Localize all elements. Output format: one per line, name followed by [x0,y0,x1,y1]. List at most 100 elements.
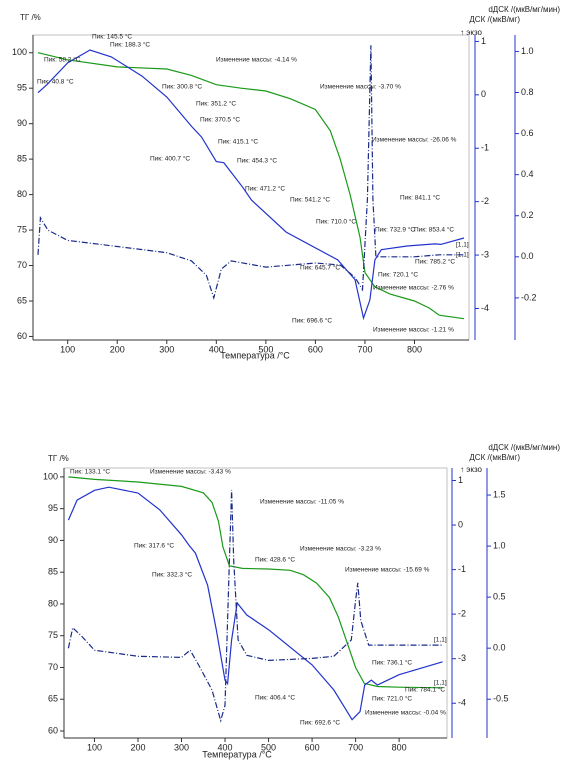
y3-tick-label: 0.4 [521,169,534,179]
y3-tick-label: 0.6 [521,128,534,138]
y-tick-label: 90 [48,535,58,545]
y2-axis-title: ДСК /(мкВ/мг) [469,15,520,24]
annotation: Пик: 428.6 °C [255,556,295,564]
series-line [67,489,443,723]
y-tick-label: 75 [17,224,27,234]
annotation: Пик: 732.9 °C [375,226,415,234]
annotation: [1,1] [434,680,447,687]
y3-tick-label: 0.5 [493,592,506,602]
y2-tick-label: -4 [458,698,466,708]
y2-tick-label: -1 [458,564,466,574]
y2-tick-label: -3 [458,653,466,663]
y3-tick-label: 1.0 [493,540,506,550]
y3-tick-label: 1.5 [493,489,506,499]
annotation: Изменение массы: -1.21 % [373,327,454,334]
annotation: Пик: 696.6 °C [292,317,332,325]
y-tick-label: 70 [48,662,58,672]
annotation: Пик: 541.2 °C [290,196,330,204]
exo-label: ↑ экзо [460,28,482,37]
annotation: Пик: 853.4 °C [414,226,454,234]
annotation: Изменение массы: -15.69 % [345,567,430,574]
annotation: Пик: 317.6 °C [134,542,174,550]
x-tick-label: 200 [130,742,145,752]
annotation: Пик: 645.7 °C [300,264,340,272]
annotation: Пик: 415.1 °C [218,138,258,146]
annotation: Пик: 784.1 °C [405,686,445,694]
y3-tick-label: 1.0 [521,46,534,56]
x-tick-label: 600 [308,344,323,354]
annotation: Пик: 710.0 °C [316,218,356,226]
annotation: Пик: 720.1 °C [378,271,418,279]
y-tick-label: 60 [17,331,27,341]
y3-axis-title: dДСК /(мкВ/мг/мин) [488,443,560,452]
annotation: Пик: 145.5 °C [92,33,132,41]
annotation: Изменение массы: -4.14 % [216,57,297,64]
annotation: Изменение массы: -2.76 % [373,285,454,292]
annotation: Изменение массы: -3.43 % [150,469,231,476]
x-tick-label: 300 [159,344,174,354]
y2-tick-label: 0 [458,519,463,529]
x-tick-label: 800 [392,742,407,752]
x-tick-label: 700 [357,344,372,354]
y2-tick-label: -2 [458,609,466,619]
y2-tick-label: -1 [481,143,489,153]
y-tick-label: 80 [48,598,58,608]
annotation: [1,1] [434,637,447,644]
y3-tick-label: 0.2 [521,210,534,220]
y-tick-label: 75 [48,630,58,640]
annotation: Пик: 370.5 °C [200,116,240,124]
y-axis-title: ТГ /% [20,13,41,22]
annotation: Пик: 351.2 °C [196,100,236,108]
annotation: Пик: 721.0 °C [372,695,412,703]
annotation: Пик: 841.1 °C [400,194,440,202]
y2-tick-label: 1 [458,475,463,485]
annotation: Изменение массы: -3.70 % [320,84,401,91]
annotation: Изменение массы: -11.05 % [260,499,344,506]
series-line [37,52,465,320]
annotation: Пик: 188.3 °C [110,41,150,49]
exo-label: ↑ экзо [460,465,482,474]
annotation: Изменение массы: -26.06 % [372,137,457,144]
annotation: Пик: 40.8 °C [37,78,74,86]
y3-tick-label: 0.8 [521,87,534,97]
x-tick-label: 100 [87,742,102,752]
annotation: Изменение массы: -3.23 % [300,546,381,553]
x-tick-label: 600 [305,742,320,752]
annotation: Пик: 300.8 °C [162,83,202,91]
y-tick-label: 60 [48,725,58,735]
x-tick-label: 400 [218,742,233,752]
y-tick-label: 95 [48,503,58,513]
y-tick-label: 65 [48,694,58,704]
y2-tick-label: -2 [481,196,489,206]
y-tick-label: 95 [17,83,27,93]
y-tick-label: 90 [17,118,27,128]
y2-tick-label: 0 [481,89,486,99]
annotation: Пик: 471.2 °C [245,185,285,193]
annotation: Пик: 133.1 °C [70,468,110,476]
x-tick-label: 300 [174,742,189,752]
y3-tick-label: 0.0 [493,643,506,653]
annotation: Пик: 736.1 °C [372,659,412,667]
x-tick-label: 100 [60,344,75,354]
annotation: [1,1] [456,242,469,249]
x-tick-label: 700 [348,742,363,752]
y-tick-label: 100 [43,471,58,481]
annotation: Пик: 332.3 °C [152,571,192,579]
annotation: Пик: 454.3 °C [237,157,277,165]
x-axis-title: Температура /°C [220,350,290,360]
series-line [37,49,465,321]
series-line [37,45,464,301]
annotation: Изменение массы: -0.04 % [365,710,446,717]
y2-axis-title: ДСК /(мкВ/мг) [469,453,520,462]
x-tick-label: 200 [110,344,125,354]
y-axis-title: ТГ /% [48,454,69,463]
annotation: Пик: 692.6 °C [300,719,340,727]
y-tick-label: 65 [17,295,27,305]
annotation: Пик: 406.4 °C [255,694,295,702]
y-tick-label: 100 [12,47,27,57]
y-tick-label: 85 [48,567,58,577]
x-tick-label: 500 [258,344,273,354]
y3-tick-label: -0.2 [521,292,537,302]
series-line [68,476,443,689]
